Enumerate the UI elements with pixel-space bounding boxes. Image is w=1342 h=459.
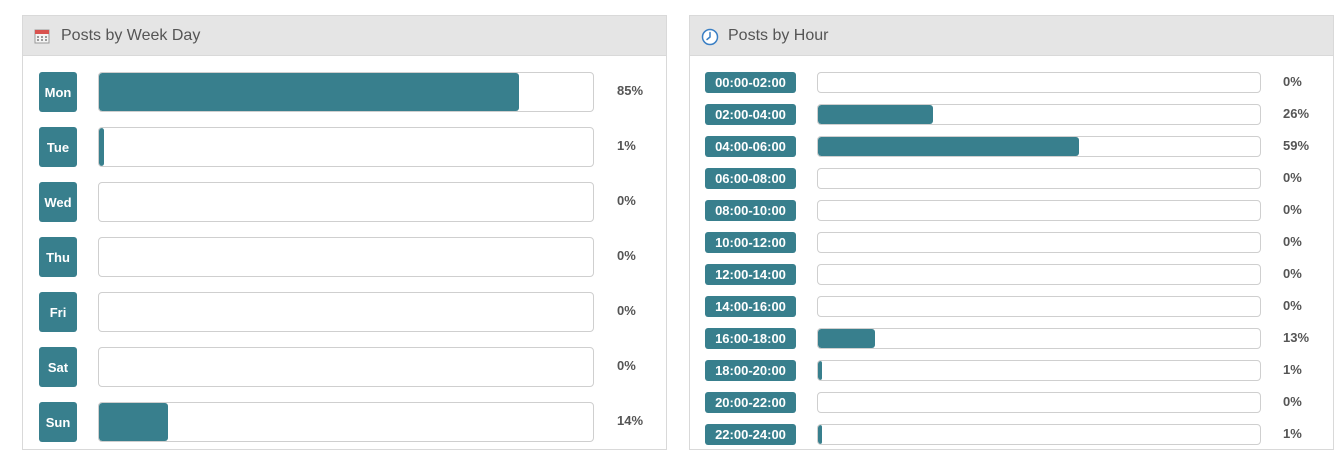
row-label: 06:00-08:00: [705, 168, 796, 189]
row-label: 02:00-04:00: [705, 104, 796, 125]
progress-fill: [99, 73, 519, 111]
panel-header: Posts by Hour: [690, 16, 1333, 56]
progress-bar: [817, 168, 1261, 189]
percent-value: 85%: [617, 83, 644, 98]
progress-fill: [818, 105, 933, 124]
progress-bar: [98, 182, 594, 222]
posts-by-week-day-panel: Posts by Week Day Mon 85% Tue 1% Wed 0% Thu 0% F…: [22, 15, 667, 450]
progress-bar: [817, 296, 1261, 317]
progress-bar: [817, 328, 1261, 349]
percent-value: 14%: [617, 413, 644, 428]
percent-value: 59%: [1283, 138, 1310, 153]
panel-header: Posts by Week Day: [23, 16, 666, 56]
percent-value: 0%: [617, 248, 636, 263]
progress-bar: [817, 424, 1261, 445]
progress-fill: [99, 128, 104, 166]
percent-value: 0%: [1283, 298, 1302, 313]
clock-icon: [701, 28, 719, 45]
percent-value: 1%: [617, 138, 636, 153]
progress-fill: [99, 403, 169, 441]
progress-bar: [98, 237, 594, 277]
progress-bar: [98, 347, 594, 387]
row-label: 00:00-02:00: [705, 72, 796, 93]
row-label: Mon: [39, 72, 77, 112]
row-label: 18:00-20:00: [705, 360, 796, 381]
progress-bar: [817, 264, 1261, 285]
progress-bar: [817, 104, 1261, 125]
row-label: 20:00-22:00: [705, 392, 796, 413]
percent-value: 0%: [1283, 74, 1302, 89]
progress-bar: [817, 72, 1261, 93]
row-label: 14:00-16:00: [705, 296, 796, 317]
percent-value: 0%: [1283, 394, 1302, 409]
percent-value: 26%: [1283, 106, 1310, 121]
progress-bar: [98, 127, 594, 167]
row-label: 08:00-10:00: [705, 200, 796, 221]
row-label: 22:00-24:00: [705, 424, 796, 445]
progress-bar: [817, 360, 1261, 381]
progress-fill: [818, 425, 823, 444]
progress-fill: [818, 329, 876, 348]
row-label: Wed: [39, 182, 77, 222]
progress-fill: [818, 137, 1079, 156]
progress-bar: [98, 292, 594, 332]
percent-value: 0%: [1283, 202, 1302, 217]
row-label: 10:00-12:00: [705, 232, 796, 253]
panel-title: Posts by Hour: [728, 26, 829, 44]
percent-value: 0%: [617, 303, 636, 318]
progress-bar: [98, 72, 594, 112]
row-label: 12:00-14:00: [705, 264, 796, 285]
percent-value: 1%: [1283, 426, 1302, 441]
progress-bar: [817, 136, 1261, 157]
percent-value: 0%: [1283, 234, 1302, 249]
progress-bar: [817, 200, 1261, 221]
row-label: Thu: [39, 237, 77, 277]
row-label: Sun: [39, 402, 77, 442]
row-label: 16:00-18:00: [705, 328, 796, 349]
progress-fill: [818, 361, 823, 380]
posts-by-hour-panel: Posts by Hour 00:00-02:00 0% 02:00-04:00 26…: [689, 15, 1334, 450]
row-label: 04:00-06:00: [705, 136, 796, 157]
percent-value: 13%: [1283, 330, 1310, 345]
row-label: Sat: [39, 347, 77, 387]
row-label: Fri: [39, 292, 77, 332]
calendar-icon: [34, 28, 50, 44]
percent-value: 0%: [617, 193, 636, 208]
progress-bar: [817, 232, 1261, 253]
progress-bar: [98, 402, 594, 442]
panel-title: Posts by Week Day: [61, 26, 201, 44]
percent-value: 0%: [1283, 170, 1302, 185]
progress-bar: [817, 392, 1261, 413]
percent-value: 1%: [1283, 362, 1302, 377]
row-label: Tue: [39, 127, 77, 167]
percent-value: 0%: [617, 358, 636, 373]
percent-value: 0%: [1283, 266, 1302, 281]
